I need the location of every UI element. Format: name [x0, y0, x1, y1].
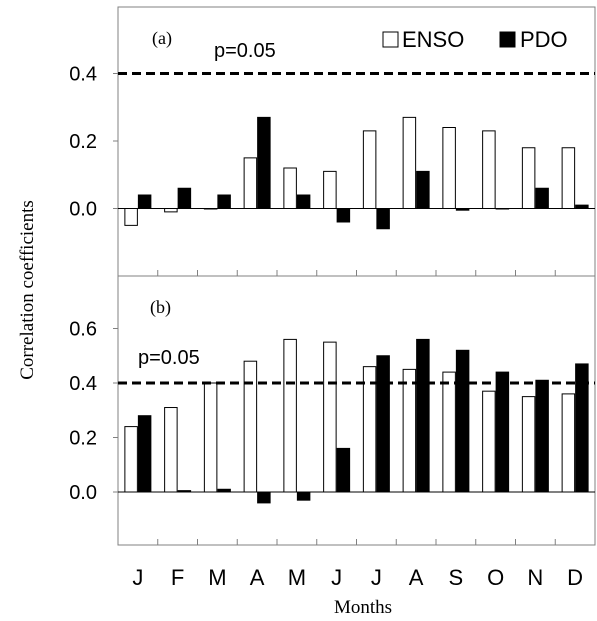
panel-a-threshold-label: p=0.05 — [214, 40, 276, 62]
panel-a-enso-bar — [561, 147, 576, 209]
x-tick-label: S — [449, 565, 464, 590]
x-tick-label: N — [527, 565, 543, 590]
legend-label-enso: ENSO — [402, 27, 464, 52]
panel-a-enso-bar — [442, 127, 456, 209]
panel-a-enso-bar — [243, 157, 258, 209]
panel-b-pdo-bar — [137, 415, 152, 493]
panel-a-pdo-bar — [217, 194, 231, 209]
panel-b-pdo-bar — [257, 491, 271, 504]
panel-b-enso-bar — [482, 390, 496, 493]
x-tick-label: M — [208, 565, 226, 590]
x-tick-label: D — [567, 565, 583, 590]
chart-marks: 0.00.20.40.00.20.40.6J F M A M J J A S O N D — [69, 64, 595, 590]
x-tick-label: J — [331, 565, 342, 590]
panel-b-pdo-bar — [217, 488, 231, 493]
y-axis-title: Correlation coefficients — [17, 200, 38, 380]
panel-a-enso-bar — [283, 167, 297, 209]
panel-b-threshold-label: p=0.05 — [138, 347, 200, 369]
panel-b-enso-bar — [243, 360, 258, 493]
panel-a-pdo-bar — [455, 208, 470, 211]
panel-b-enso-bar — [283, 338, 297, 493]
x-tick-label: A — [409, 565, 424, 590]
panel-a-enso-bar — [521, 147, 536, 209]
panel-b-y-tick-label: 0.6 — [69, 319, 97, 341]
panel-a-pdo-bar — [177, 187, 192, 209]
panel-a-pdo-bar — [535, 187, 549, 209]
x-tick-label: A — [250, 565, 265, 590]
panel-b-enso-bar — [402, 368, 417, 493]
panel-b-pdo-bar — [455, 349, 470, 493]
x-tick-label: J — [132, 565, 143, 590]
legend-swatch-enso — [382, 31, 399, 48]
x-tick-label: O — [487, 565, 504, 590]
panel-b-label: (b) — [150, 297, 171, 318]
panel-b-pdo-bar — [376, 355, 390, 493]
panel-a-label: (a) — [152, 28, 172, 49]
panel-b-pdo-bar — [336, 447, 351, 493]
panel-b-enso-bar — [442, 371, 456, 493]
panel-a-enso-bar — [164, 208, 178, 213]
panel-a-pdo-bar — [575, 204, 589, 209]
panel-b-y-tick-label: 0.0 — [69, 482, 97, 504]
panel-a-pdo-bar — [137, 194, 152, 209]
panel-b-pdo-bar — [416, 338, 430, 493]
panel-a-y-tick-label: 0.2 — [69, 131, 97, 153]
panel-b-y-tick-label: 0.4 — [69, 373, 97, 395]
panel-a-enso-bar — [402, 116, 417, 209]
legend-label-pdo: PDO — [520, 27, 568, 52]
panel-a-enso-bar — [482, 130, 496, 209]
panel-b-enso-bar — [124, 426, 138, 493]
panel-a-y-tick-label: 0.4 — [69, 64, 97, 86]
panel-a-pdo-bar — [416, 170, 430, 209]
panel-b-pdo-bar — [296, 491, 311, 501]
panel-a-enso-bar — [323, 170, 337, 209]
panel-b-pdo-bar — [535, 379, 549, 493]
panel-b-enso-bar — [323, 341, 337, 493]
panel-a-enso-bar — [203, 208, 218, 210]
panel-a-enso-bar — [362, 130, 377, 209]
x-axis-title: Months — [334, 597, 392, 618]
panel-a-pdo-bar — [336, 208, 351, 223]
panel-a-pdo-bar — [296, 194, 311, 209]
panel-a-pdo-bar — [376, 208, 390, 230]
x-tick-label: F — [171, 565, 184, 590]
x-tick-label: J — [371, 565, 382, 590]
panel-b-enso-bar — [362, 366, 377, 493]
panel-a-pdo-bar — [495, 208, 510, 210]
legend: ENSO PDO — [382, 27, 568, 52]
panel-b-enso-bar — [521, 396, 536, 493]
legend-swatch-pdo — [499, 31, 516, 48]
panel-a-y-tick-label: 0.0 — [69, 199, 97, 221]
panel-a-enso-bar — [124, 208, 138, 226]
panel-b-pdo-bar — [575, 363, 589, 493]
panel-a-pdo-bar — [257, 116, 271, 209]
panel-b-pdo-bar — [495, 371, 510, 493]
panel-b-enso-bar — [561, 393, 576, 493]
panel-b-pdo-bar — [177, 490, 192, 493]
x-tick-label: M — [288, 565, 306, 590]
panel-b-enso-bar — [203, 382, 218, 493]
panel-b-y-tick-label: 0.2 — [69, 428, 97, 450]
panel-b-enso-bar — [164, 407, 178, 493]
